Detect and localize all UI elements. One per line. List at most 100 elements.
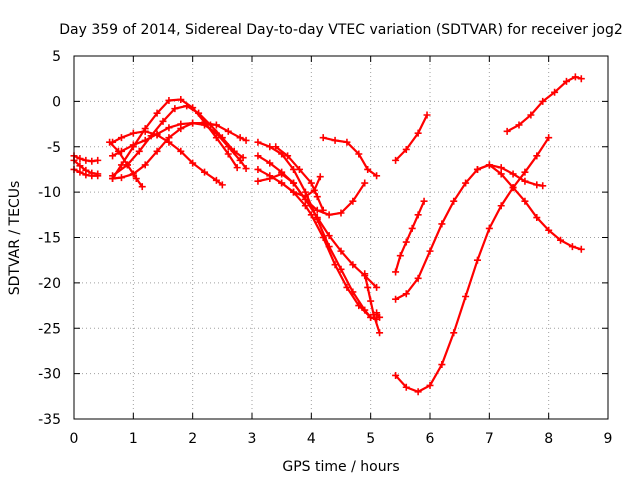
data-point bbox=[201, 168, 209, 176]
data-point bbox=[376, 313, 384, 321]
data-point bbox=[224, 127, 232, 135]
data-point bbox=[325, 232, 333, 240]
data-point bbox=[224, 143, 232, 151]
data-point bbox=[392, 371, 400, 379]
data-point bbox=[129, 129, 137, 137]
data-point bbox=[171, 105, 179, 113]
data-point bbox=[313, 193, 321, 201]
data-point bbox=[94, 156, 102, 164]
data-point bbox=[392, 156, 400, 164]
data-point bbox=[301, 202, 309, 210]
data-point bbox=[76, 155, 84, 163]
data-point bbox=[521, 177, 529, 185]
data-point bbox=[414, 211, 422, 219]
data-point bbox=[138, 183, 146, 191]
data-point bbox=[313, 206, 321, 214]
x-tick-label: 1 bbox=[129, 431, 138, 447]
data-point bbox=[473, 256, 481, 264]
series-arc-3 bbox=[70, 165, 102, 180]
x-tick-label: 4 bbox=[307, 431, 316, 447]
data-point bbox=[135, 147, 143, 155]
series-arc-23 bbox=[473, 161, 585, 253]
data-point bbox=[117, 161, 125, 169]
data-point bbox=[278, 170, 286, 178]
data-point bbox=[568, 243, 576, 251]
data-point bbox=[266, 159, 274, 167]
data-point bbox=[76, 168, 84, 176]
data-point bbox=[159, 117, 167, 125]
data-point bbox=[313, 214, 321, 222]
data-point bbox=[290, 188, 298, 196]
data-point bbox=[355, 302, 363, 310]
data-point bbox=[349, 261, 357, 269]
series-arc-21 bbox=[392, 134, 553, 396]
data-point bbox=[355, 150, 363, 158]
series-line bbox=[394, 200, 426, 273]
series-arc-15 bbox=[278, 173, 324, 201]
data-point bbox=[316, 173, 324, 181]
data-point bbox=[497, 170, 505, 178]
series-arc-19 bbox=[392, 197, 428, 276]
data-point bbox=[177, 147, 185, 155]
data-point bbox=[82, 171, 90, 179]
data-point bbox=[310, 186, 318, 194]
data-point bbox=[94, 172, 102, 180]
data-point bbox=[426, 381, 434, 389]
y-tick-label: -35 bbox=[38, 412, 61, 428]
x-tick-label: 0 bbox=[70, 431, 79, 447]
data-point bbox=[533, 214, 541, 222]
data-point bbox=[521, 197, 529, 205]
data-point bbox=[76, 162, 84, 170]
data-point bbox=[109, 152, 117, 160]
data-point bbox=[364, 165, 372, 173]
y-tick-label: -10 bbox=[38, 185, 61, 201]
y-tick-label: -20 bbox=[38, 276, 61, 292]
data-point bbox=[212, 176, 220, 184]
data-point bbox=[165, 96, 173, 104]
x-axis-label: GPS time / hours bbox=[282, 459, 399, 475]
data-point bbox=[426, 247, 434, 255]
series-line bbox=[394, 137, 550, 393]
data-point bbox=[402, 238, 410, 246]
data-point bbox=[420, 197, 428, 205]
data-point bbox=[364, 283, 372, 291]
x-tick-label: 3 bbox=[248, 431, 257, 447]
data-point bbox=[423, 111, 431, 119]
y-tick-label: -15 bbox=[38, 231, 61, 247]
data-point bbox=[254, 152, 262, 160]
data-point bbox=[307, 211, 315, 219]
series-arc-1 bbox=[70, 152, 102, 165]
data-point bbox=[485, 224, 493, 232]
data-point bbox=[165, 138, 173, 146]
data-point bbox=[82, 156, 90, 164]
data-point bbox=[497, 164, 505, 172]
data-point bbox=[462, 179, 470, 187]
data-point bbox=[450, 197, 458, 205]
data-point bbox=[337, 209, 345, 217]
data-point bbox=[402, 145, 410, 153]
data-point bbox=[254, 138, 262, 146]
data-point bbox=[539, 182, 547, 190]
data-point bbox=[189, 159, 197, 167]
series-arc-18 bbox=[373, 309, 384, 321]
data-point bbox=[509, 170, 517, 178]
data-point bbox=[331, 261, 339, 269]
data-point bbox=[88, 157, 96, 165]
data-point bbox=[212, 121, 220, 129]
data-point bbox=[141, 127, 149, 135]
series-layer bbox=[70, 73, 585, 396]
data-point bbox=[462, 292, 470, 300]
data-point bbox=[218, 181, 226, 189]
data-point bbox=[571, 73, 579, 81]
data-point bbox=[117, 174, 125, 182]
series-arc-24 bbox=[503, 73, 585, 135]
data-point bbox=[141, 136, 149, 144]
x-tick-label: 9 bbox=[604, 431, 613, 447]
data-point bbox=[132, 175, 140, 183]
series-arc-14 bbox=[272, 143, 327, 214]
data-point bbox=[284, 152, 292, 160]
series-arc-13 bbox=[254, 170, 369, 219]
series-arc-17 bbox=[361, 270, 384, 337]
data-point bbox=[106, 138, 114, 146]
